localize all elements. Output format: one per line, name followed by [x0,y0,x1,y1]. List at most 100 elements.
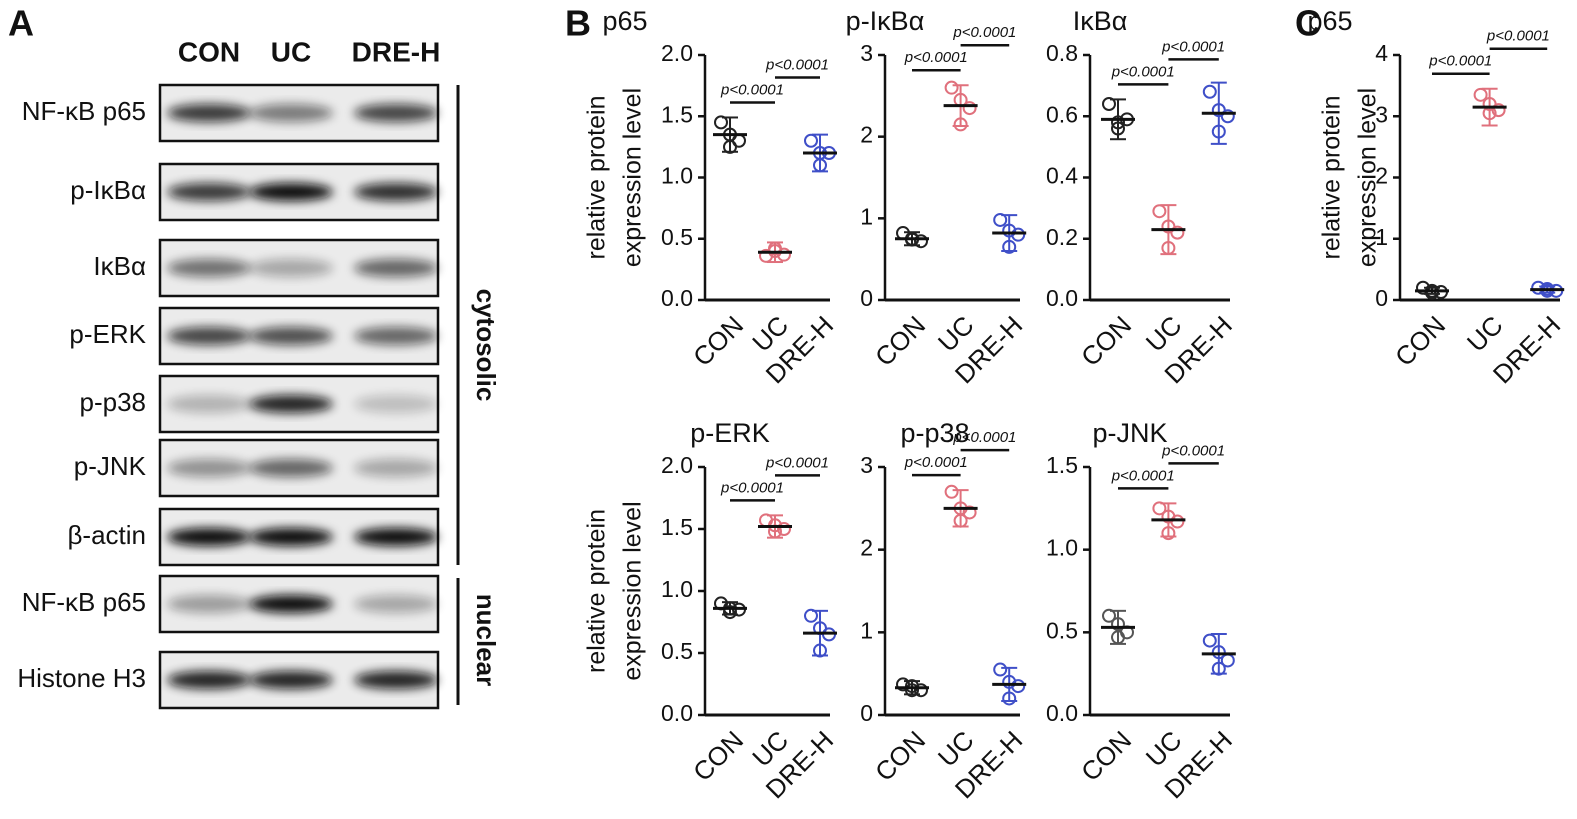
data-point [962,505,977,520]
y-tick-label: 0.6 [1046,101,1078,127]
data-point [1152,501,1167,516]
y-tick-label: 2 [1375,163,1388,189]
y-tick-label: 3 [860,452,873,478]
y-tick-label: 0 [860,700,873,726]
y-tick-label: 3 [860,40,873,66]
y-tick-label: 0.8 [1046,40,1078,66]
p-value: p<0.0001 [1111,63,1175,80]
y-tick-label: 1.5 [661,514,693,540]
y-tick-label: 1.5 [1046,452,1078,478]
y-tick-label: 2 [860,122,873,148]
data-point [777,522,791,536]
band [249,671,333,689]
data-point [1220,109,1235,124]
p-value: p<0.0001 [1428,53,1492,70]
y-tick-label: 2.0 [661,40,693,66]
row-label: p-JNK [74,451,147,481]
data-point [914,683,928,698]
p-value: p<0.0001 [765,454,829,471]
data-point [1152,204,1167,219]
y-tick-label: 1 [1375,224,1388,250]
data-point [804,133,818,148]
data-point [1202,84,1217,99]
y-tick-label: 0 [860,285,873,311]
p-value: p<0.0001 [952,429,1016,446]
data-point [1491,103,1506,118]
p-value: p<0.0001 [904,49,968,66]
x-tick-label: CON [869,725,931,787]
lane-label: CON [178,36,240,67]
y-tick-label: 0.0 [1046,700,1078,726]
data-point [993,212,1008,227]
p-value: p<0.0001 [1161,38,1225,55]
band [354,528,438,546]
row-label: IκBα [93,251,146,281]
band [354,327,438,345]
band [167,671,251,689]
band [354,595,438,613]
chart-title: IκBα [1073,6,1128,36]
data-point [944,80,959,95]
data-point [962,101,977,116]
band [249,327,333,345]
chart-title: p-p38 [900,418,969,448]
band [167,104,251,122]
band [249,183,333,201]
y-tick-label: 1.0 [661,576,693,602]
data-point [1102,608,1116,623]
data-point [1170,514,1185,529]
data-point [1011,227,1026,242]
row-label: p-p38 [80,387,147,417]
row-label: p-IκBα [70,175,146,205]
x-tick-label: UC [1461,310,1509,358]
band [167,183,251,201]
lane-label: UC [271,36,311,67]
band [167,595,251,613]
y-axis-label: expression level [619,88,647,267]
band [167,528,251,546]
p-value: p<0.0001 [1111,467,1175,484]
y-axis-label: relative protein [583,96,611,260]
lane-label: DRE-H [352,36,441,67]
panel-label: A [8,3,34,44]
chart-title: p-JNK [1092,418,1167,448]
x-tick-label: CON [1389,310,1451,372]
y-tick-label: 0.4 [1046,163,1078,189]
band [167,259,251,277]
band [249,259,333,277]
y-axis-label: expression level [619,501,647,680]
band [249,395,333,413]
band [249,595,333,613]
band [354,183,438,201]
p-value: p<0.0001 [765,56,829,73]
row-label: β-actin [67,520,146,550]
y-tick-label: 0.2 [1046,224,1078,250]
band [249,459,333,477]
y-tick-label: 1 [860,203,873,229]
p-value: p<0.0001 [904,454,968,471]
band [354,104,438,122]
band [167,395,251,413]
y-tick-label: 1.0 [1046,535,1078,561]
p-value: p<0.0001 [720,81,784,98]
y-tick-label: 4 [1375,40,1388,66]
data-point [1102,97,1116,111]
panel-label: B [565,3,591,44]
y-tick-label: 0 [1375,285,1388,311]
x-tick-label: CON [687,725,749,787]
band [167,459,251,477]
panel-label: C [1295,3,1321,44]
band [249,528,333,546]
chart-title: p65 [602,6,647,36]
p-value: p<0.0001 [952,24,1016,41]
band [249,104,333,122]
y-tick-label: 1 [860,617,873,643]
y-axis-label: relative protein [1318,96,1346,260]
x-tick-label: CON [687,310,749,372]
y-tick-label: 0.5 [661,224,693,250]
data-point [1011,679,1026,694]
chart-title: p-IκBα [846,6,925,36]
band [354,459,438,477]
data-point [1473,87,1488,102]
